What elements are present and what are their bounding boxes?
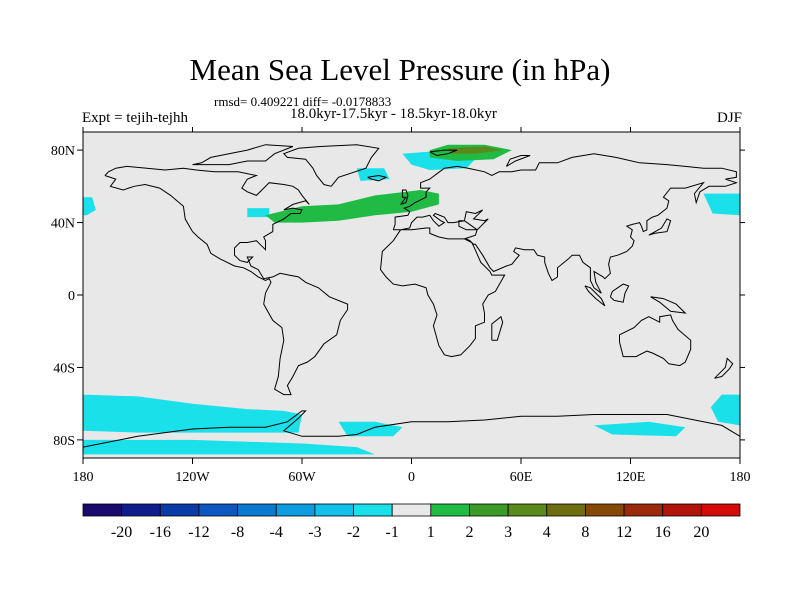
lon-tick-label: 180 [73, 470, 94, 485]
colorbar-label: 1 [427, 524, 435, 541]
coastline [619, 314, 692, 367]
colorbar-swatch [391, 503, 432, 517]
lon-tick-label: 120E [616, 470, 646, 485]
colorbar-label: 2 [466, 524, 474, 541]
colorbar-swatch [198, 503, 238, 517]
coastline [584, 285, 606, 307]
lat-tick-label: 40S [53, 361, 75, 376]
colorbar-swatch [700, 503, 741, 517]
coastline [282, 144, 380, 187]
region-north-pacific-west [83, 197, 96, 216]
colorbar-swatch [662, 503, 702, 517]
axis-ticks: 180 120W 60W 0 60E 120E 180 80N 40N 0 40S 80S [51, 127, 751, 485]
lat-tick-label: 80N [51, 144, 75, 159]
colorbar-label: 8 [581, 524, 589, 541]
coastline [400, 189, 409, 205]
colorbar-label: -12 [188, 524, 209, 541]
anomaly-fills [83, 144, 740, 455]
coastline [650, 296, 687, 314]
lat-tick-label: 0 [68, 289, 75, 304]
coastline [83, 410, 740, 448]
experiment-label: Expt = tejih-tejhh [82, 110, 188, 126]
lat-tick-label: 40N [51, 217, 75, 232]
colorbar-label: -1 [386, 524, 399, 541]
coastline [609, 283, 630, 303]
season-label: DJF [716, 110, 742, 126]
colorbar-swatch [623, 503, 664, 517]
colorbar-label: 20 [693, 524, 709, 541]
colorbar-swatch [353, 503, 393, 517]
lon-tick-label: 60W [288, 470, 316, 485]
colorbar-label: -4 [270, 524, 283, 541]
region-siberia-core [448, 146, 503, 154]
stats-line: rmsd= 0.409221 diff= -0.0178833 [214, 94, 392, 109]
coastline [429, 149, 458, 157]
colorbar: -20 -16 -12 -8 -4 -3 -2 -1 1 2 3 4 8 12 16 20 [82, 503, 741, 541]
coastline [491, 315, 504, 341]
colorbar-swatch [469, 503, 509, 517]
lon-tick-label: 60E [510, 470, 533, 485]
colorbar-swatch [430, 503, 470, 517]
colorbar-swatch [314, 503, 354, 517]
coastline [648, 218, 672, 236]
coastline [379, 153, 739, 358]
period-label: 18.0kyr-17.5kyr - 18.5kyr-18.0kyr [290, 106, 497, 122]
colorbar-swatch [507, 503, 548, 517]
region-greenland-patch [356, 168, 390, 181]
colorbar-label: -8 [231, 524, 244, 541]
region-newfoundland-patch [247, 208, 270, 218]
coastline [367, 174, 388, 182]
coastlines [83, 144, 740, 448]
region-southern-ocean-band [83, 394, 302, 433]
colorbar-swatch [82, 503, 123, 517]
colorbar-label: 12 [616, 524, 632, 541]
colorbar-swatch [237, 503, 277, 517]
coastline [192, 144, 294, 166]
lat-tick-label: 80S [53, 434, 75, 449]
page-title: Mean Sea Level Pressure (in hPa) [189, 52, 611, 87]
region-north-atlantic-high [265, 190, 439, 223]
lon-tick-label: 120W [175, 470, 210, 485]
colorbar-swatch [159, 503, 200, 517]
colorbar-label: 16 [655, 524, 671, 541]
region-ross-patch [594, 421, 686, 437]
region-south-pacific-patch [710, 394, 740, 426]
lon-tick-label: 0 [408, 470, 415, 485]
colorbar-label: -20 [111, 524, 132, 541]
region-antarctic-coast-patch [83, 439, 375, 455]
coastline [104, 165, 349, 396]
colorbar-label: -3 [308, 524, 321, 541]
colorbar-swatch [121, 503, 161, 517]
coastline [714, 357, 734, 379]
colorbar-swatch [546, 503, 586, 517]
region-north-pacific-east [703, 193, 740, 216]
colorbar-label: -16 [150, 524, 171, 541]
colorbar-label: -2 [347, 524, 360, 541]
lon-tick-label: 180 [730, 470, 751, 485]
colorbar-label: 3 [504, 524, 512, 541]
map-background [83, 132, 740, 458]
colorbar-swatch [275, 503, 316, 517]
coastline [505, 155, 531, 167]
colorbar-swatch [585, 503, 625, 517]
colorbar-label: 4 [543, 524, 551, 541]
